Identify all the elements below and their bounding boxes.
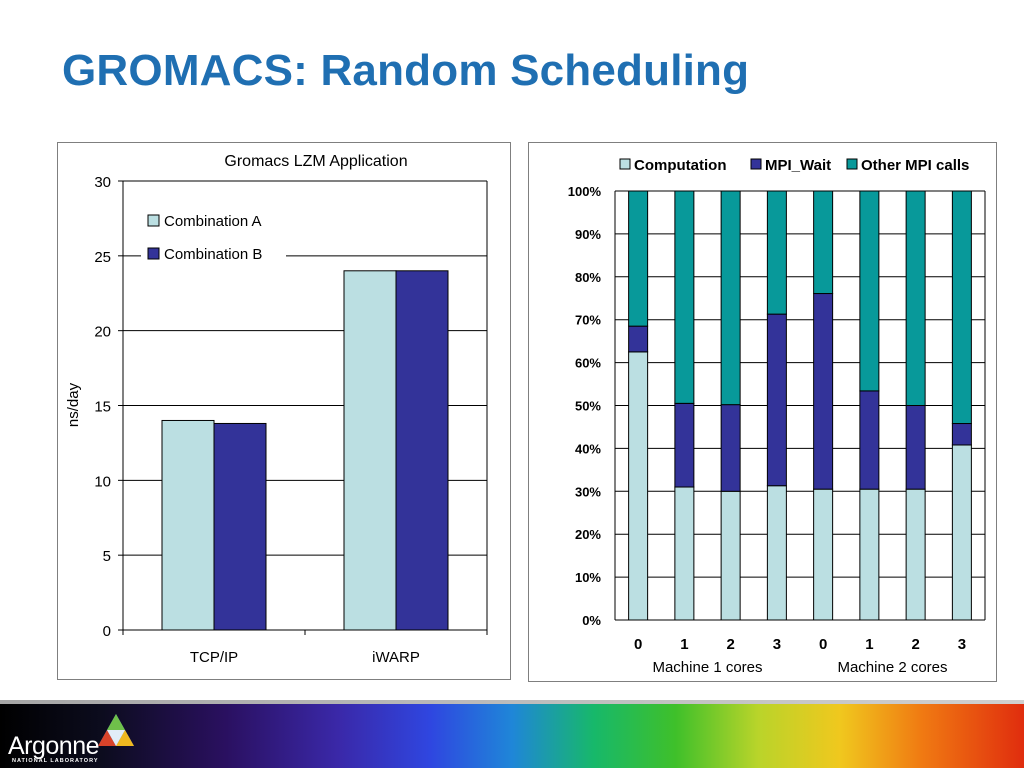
bar-segment-computation <box>905 488 926 621</box>
bar-segment-mpi-wait <box>905 405 926 490</box>
legend-label: Other MPI calls <box>861 157 969 174</box>
y-tick-label: 30% <box>575 484 601 499</box>
logo-wordmark: Argonne <box>8 732 100 760</box>
legend-swatch <box>147 247 160 260</box>
stacked-bar-chart-time-breakdown: 0% 10% 20% 30% 40% 50% 60% 70% 80% 90% 100% 0 1 2 3 0 1 2… <box>568 152 987 676</box>
bar-segment-other-mpi-calls <box>905 190 926 406</box>
argonne-triangle-icon <box>98 714 134 746</box>
bar-segment-other-mpi-calls <box>628 190 649 327</box>
bar-segment-mpi-wait <box>628 325 649 353</box>
bar-segment-mpi-wait <box>766 313 787 487</box>
y-tick-label: 0 <box>103 623 111 640</box>
bar-combination-b <box>395 270 449 631</box>
y-tick-label: 10 <box>94 473 111 490</box>
y-axis-label: ns/day <box>65 382 82 427</box>
bar-segment-computation <box>951 444 972 621</box>
bar-segment-other-mpi-calls <box>766 190 787 315</box>
x-tick-label: 3 <box>958 636 966 653</box>
bar-segment-other-mpi-calls <box>720 190 741 406</box>
bar-segment-computation <box>720 490 741 621</box>
y-tick-label: 100% <box>568 184 602 199</box>
bar-segment-mpi-wait <box>859 390 880 490</box>
x-group-label: Machine 2 cores <box>837 659 947 676</box>
y-tick-label: 10% <box>575 570 601 585</box>
bar-segment-computation <box>813 488 834 621</box>
x-tick-label: 0 <box>819 636 827 653</box>
x-group-label: Machine 1 cores <box>652 659 762 676</box>
legend-label: Computation <box>634 157 726 174</box>
y-tick-label: 0% <box>582 613 601 628</box>
bar-combination-a <box>161 419 215 631</box>
legend-box <box>615 152 987 177</box>
bar-segment-mpi-wait <box>813 293 834 490</box>
legend-label: Combination B <box>164 246 262 263</box>
chart-panel-time-breakdown: 0% 10% 20% 30% 40% 50% 60% 70% 80% 90% 100% 0 1 2 3 0 1 2… <box>528 142 997 682</box>
bar-segment-other-mpi-calls <box>813 190 834 295</box>
argonne-logo: Argonne NATIONAL LABORATORY <box>8 710 138 766</box>
legend-box <box>141 201 286 271</box>
y-tick-label: 70% <box>575 313 601 328</box>
y-tick-label: 20% <box>575 527 601 542</box>
bar-combination-a <box>343 270 397 631</box>
x-tick-label: TCP/IP <box>190 649 238 666</box>
footer-divider <box>0 700 1024 704</box>
legend-swatch <box>846 158 858 170</box>
bar-segment-other-mpi-calls <box>674 190 695 404</box>
x-tick-label: 1 <box>865 636 873 653</box>
x-tick-label: 3 <box>773 636 781 653</box>
y-tick-label: 15 <box>94 399 111 416</box>
y-tick-label: 20 <box>94 324 111 341</box>
footer-spectrum-bar <box>0 704 1024 768</box>
bar-segment-computation <box>766 485 787 621</box>
x-tick-label: 2 <box>911 636 919 653</box>
x-tick-label: 2 <box>726 636 734 653</box>
legend-label: Combination A <box>164 213 262 230</box>
legend-swatch <box>619 158 631 170</box>
y-tick-label: 90% <box>575 227 601 242</box>
y-tick-label: 30 <box>94 174 111 191</box>
y-tick-label: 25 <box>94 249 111 266</box>
bar-segment-other-mpi-calls <box>951 190 972 425</box>
y-tick-label: 5 <box>103 548 111 565</box>
y-tick-label: 50% <box>575 399 601 414</box>
logo-subtitle: NATIONAL LABORATORY <box>12 758 99 764</box>
x-tick-label: 0 <box>634 636 642 653</box>
page-title: GROMACS: Random Scheduling <box>62 46 750 95</box>
legend-label: MPI_Wait <box>765 157 831 174</box>
chart-title: Gromacs LZM Application <box>224 153 407 170</box>
bar-chart-ns-per-day: Gromacs LZM Application 0 5 10 15 20 25 30 ns/da… <box>65 153 488 666</box>
bar-segment-computation <box>859 488 880 621</box>
bar-segment-computation <box>628 351 649 621</box>
bar-segment-mpi-wait <box>674 402 695 488</box>
legend-swatch <box>750 158 762 170</box>
bar-segment-mpi-wait <box>720 404 741 492</box>
x-tick-label: iWARP <box>372 649 420 666</box>
bar-segment-computation <box>674 486 695 621</box>
chart-panel-ns-per-day: Gromacs LZM Application 0 5 10 15 20 25 30 ns/da… <box>57 142 511 680</box>
x-tick-label: 1 <box>680 636 688 653</box>
bar-segment-other-mpi-calls <box>859 190 880 392</box>
bar-combination-b <box>213 422 267 631</box>
y-tick-label: 60% <box>575 356 601 371</box>
y-tick-label: 40% <box>575 441 601 456</box>
y-tick-label: 80% <box>575 270 601 285</box>
bar-segment-mpi-wait <box>951 423 972 446</box>
legend-swatch <box>147 214 160 227</box>
